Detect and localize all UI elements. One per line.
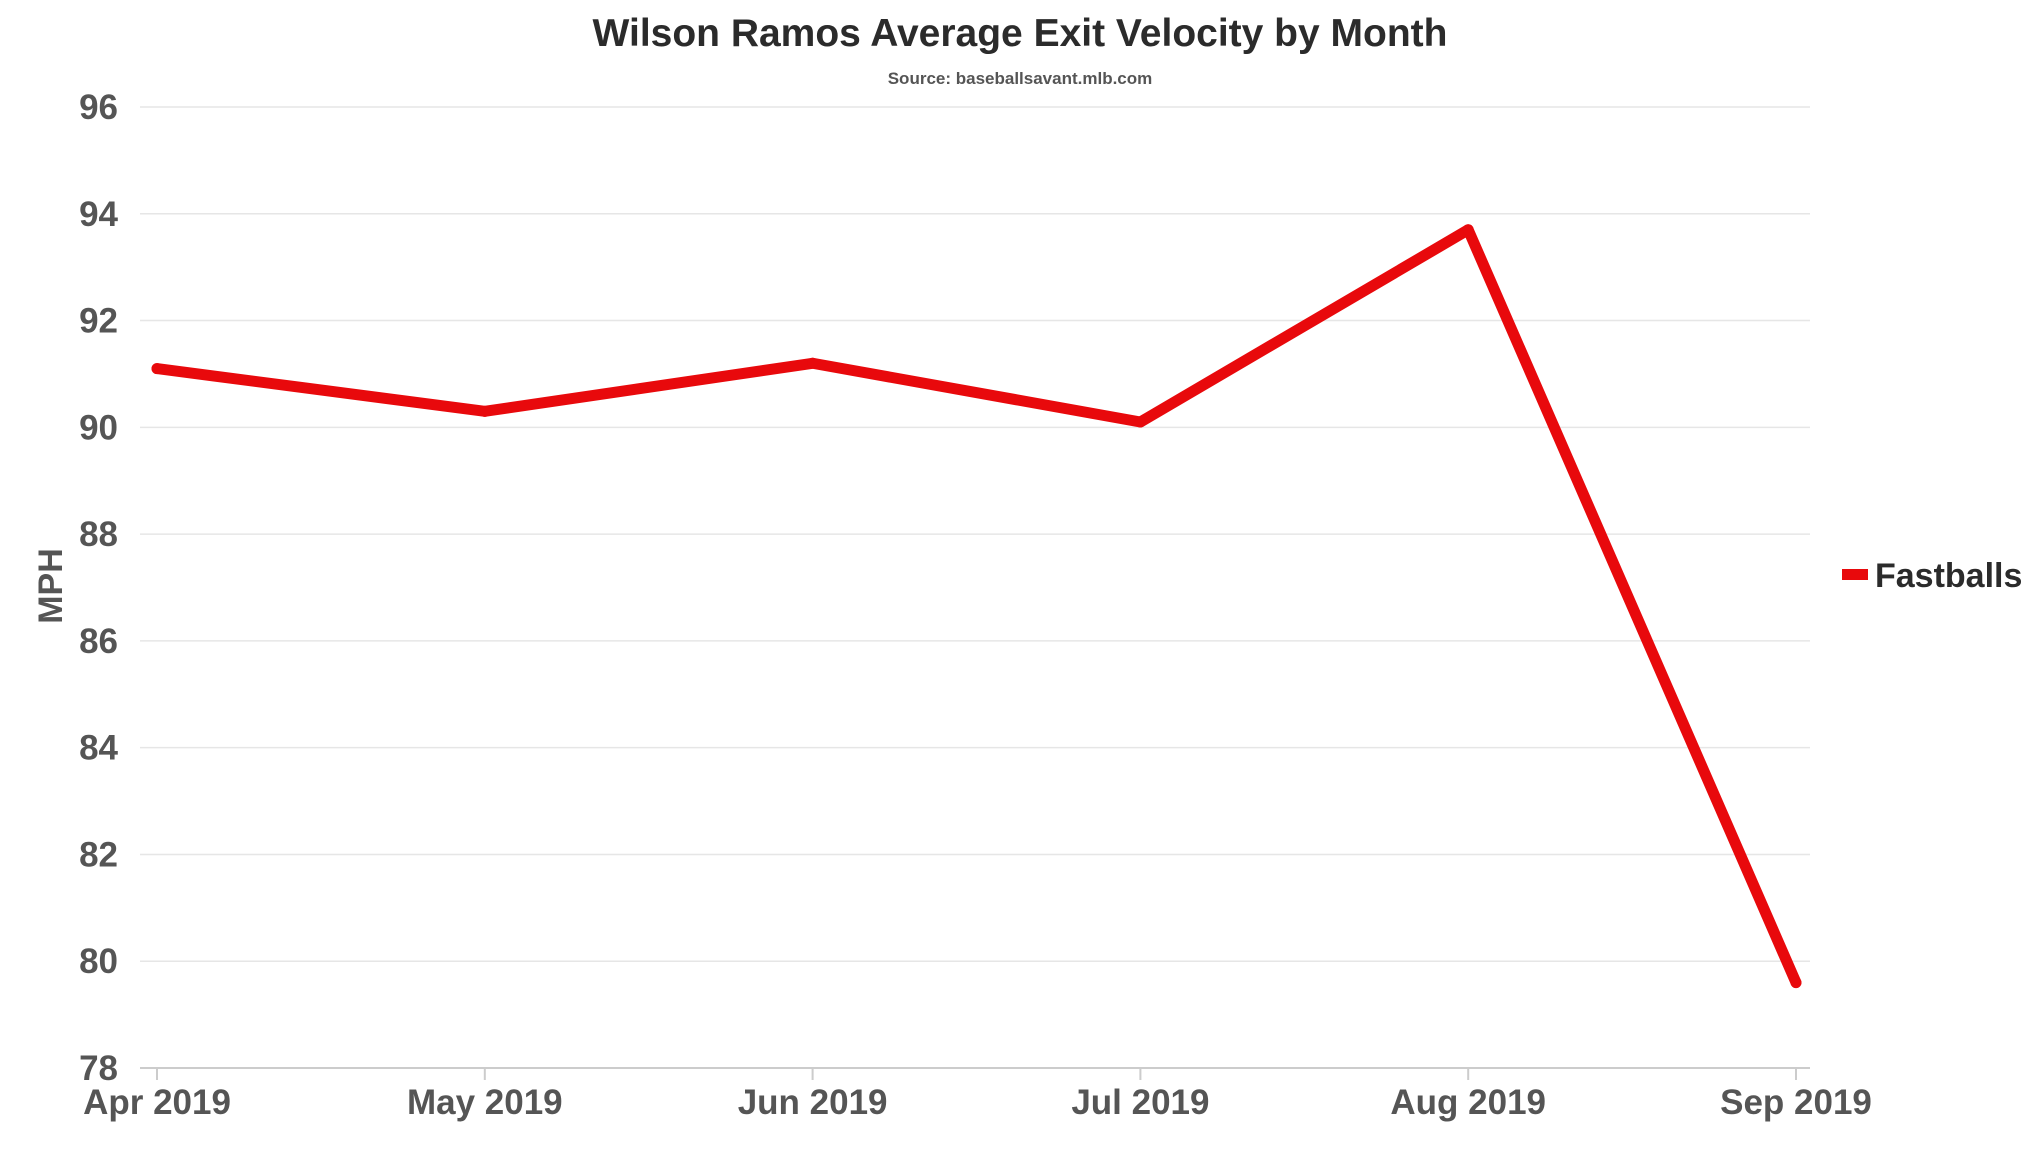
legend[interactable]: Fastballs: [1842, 557, 2022, 595]
x-tick-label: May 2019: [407, 1083, 563, 1122]
x-tick-label: Jun 2019: [738, 1083, 888, 1122]
y-axis: 78 80 82 84 86 88 90 92 94 96: [79, 88, 118, 1088]
x-tick-label: Apr 2019: [83, 1083, 231, 1122]
data-point[interactable]: [1462, 224, 1474, 236]
y-tick-label-96: 96: [79, 88, 118, 127]
chart-subtitle: Source: baseballsavant.mlb.com: [888, 69, 1153, 88]
x-tick-label: Aug 2019: [1390, 1083, 1546, 1122]
chart-title: Wilson Ramos Average Exit Velocity by Mo…: [593, 12, 1448, 55]
gridlines: [140, 106, 1810, 962]
series-layer: [151, 224, 1802, 989]
data-point[interactable]: [479, 405, 491, 417]
x-tick-label: Jul 2019: [1071, 1083, 1209, 1122]
data-point[interactable]: [151, 363, 163, 375]
y-tick-label-86: 86: [79, 622, 118, 661]
y-tick-label-94: 94: [79, 195, 118, 234]
series-line-fastballs: [151, 224, 1802, 989]
y-tick-label-90: 90: [79, 408, 118, 447]
y-tick-label-80: 80: [79, 942, 118, 981]
y-tick-label-88: 88: [79, 515, 118, 554]
legend-swatch-fastballs: [1842, 569, 1868, 580]
data-point[interactable]: [1790, 977, 1802, 989]
y-tick-label-84: 84: [79, 729, 118, 768]
x-tick-label: Sep 2019: [1720, 1083, 1872, 1122]
data-point[interactable]: [807, 357, 819, 369]
y-tick-label-92: 92: [79, 302, 118, 341]
y-tick-label-78: 78: [79, 1049, 118, 1088]
data-point[interactable]: [1134, 416, 1146, 428]
y-tick-label-82: 82: [79, 835, 118, 874]
y-axis-title: MPH: [32, 548, 70, 624]
x-axis: Apr 2019 May 2019 Jun 2019 Jul 2019 Aug 2019…: [83, 1067, 1872, 1122]
legend-label-fastballs: Fastballs: [1875, 557, 2022, 595]
